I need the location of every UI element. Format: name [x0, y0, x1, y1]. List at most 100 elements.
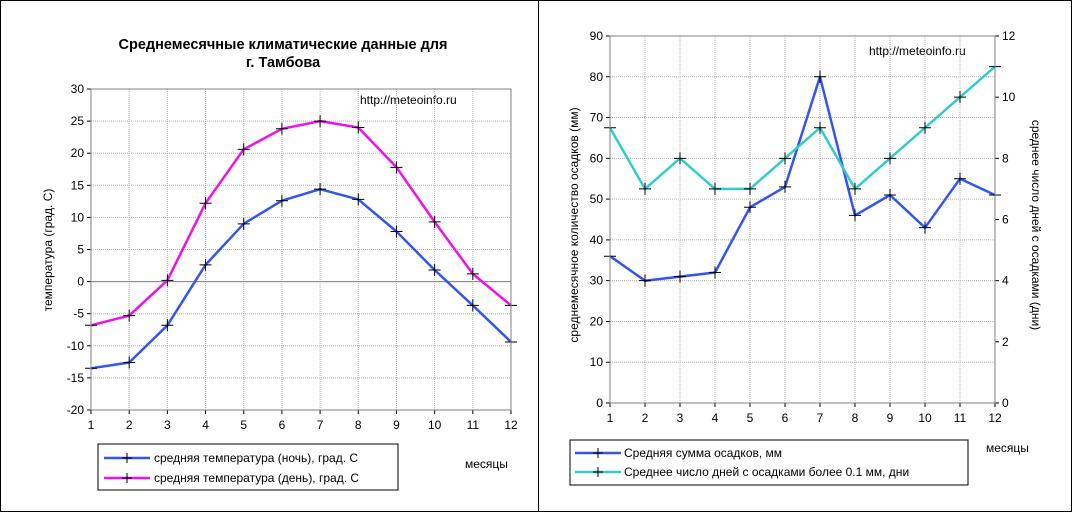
- chart2-series-0-point-10: [954, 172, 966, 185]
- chart1-xtick-label-8: 9: [393, 418, 400, 432]
- chart1-legend: средняя температура (ночь), град. С сред…: [97, 443, 399, 491]
- chart1-ytick-label-5: 5: [77, 243, 84, 257]
- chart1-ylabel: температура (град. C): [41, 189, 55, 312]
- chart1-xtick-label-6: 7: [317, 418, 324, 432]
- chart2-series-0-point-1: [639, 274, 651, 287]
- chart1-xtick-label-9: 10: [428, 418, 442, 432]
- chart1-series-0-point-2: [161, 319, 174, 332]
- chart1-xtick-label-1: 2: [126, 418, 133, 432]
- chart2-series-1-point-5: [779, 152, 791, 165]
- chart2-plot-frame: [609, 35, 996, 404]
- chart2-y2label: среднее число дней с осадками (дни): [1029, 120, 1043, 330]
- chart1-series-1-point-1: [123, 309, 136, 322]
- chart2-ytick-label-0: 0: [596, 396, 603, 410]
- chart2-y2tick-label-2: 4: [1002, 274, 1009, 288]
- chart1-xtick-label-4: 5: [240, 418, 247, 432]
- chart2-ytick-label-3: 30: [590, 274, 604, 288]
- chart2-series-1-line: [608, 65, 996, 191]
- chart2-series-0-point-3: [709, 266, 721, 279]
- chart1-series-0-line: [90, 187, 512, 370]
- chart1-series-0-point-6: [314, 183, 327, 196]
- chart1-ytick-label-4: 0: [77, 275, 84, 289]
- chart2-xtick-label-8: 9: [887, 411, 894, 425]
- chart1-series-1-point-2: [161, 274, 174, 287]
- chart1-xlabel: месяцы: [465, 457, 508, 471]
- chart2-xtick-label-5: 6: [782, 411, 789, 425]
- chart2-series-0-point-5: [779, 180, 791, 193]
- chart1-xtick-label-11: 12: [504, 418, 518, 432]
- chart2-legend-label-precip: Средняя сумма осадков, мм: [624, 446, 782, 460]
- chart2-legend-box: [569, 439, 969, 486]
- chart2-series-1-point-2: [674, 152, 686, 165]
- chart2-series-1-point-9: [919, 121, 931, 134]
- chart2-ytick-label-5: 50: [590, 192, 604, 206]
- chart2-y2tick-label-0: 0: [1002, 396, 1009, 410]
- chart1-ytick-label-1: -15: [67, 371, 85, 385]
- chart2-xtick-label-2: 3: [677, 411, 684, 425]
- chart1-series-1-point-10: [466, 267, 479, 280]
- chart1-legend-marker-night: [122, 453, 132, 463]
- chart1-series-1-point-9: [428, 215, 441, 228]
- chart2-xtick-label-10: 11: [954, 411, 967, 425]
- chart2-legend-marker-precip: [593, 448, 603, 458]
- chart1-xtick-label-10: 11: [467, 418, 480, 432]
- chart1-xtick-label-3: 4: [202, 418, 209, 432]
- chart1-legend-label-day: средняя температура (день), град. С: [154, 471, 359, 485]
- chart2-xtick-label-6: 7: [817, 411, 824, 425]
- chart1-series-0-point-7: [352, 193, 365, 206]
- chart1-ytick-label-3: -5: [73, 307, 84, 321]
- chart2-legend-label-days: Среднее число дней с осадками более 0.1 …: [624, 465, 909, 479]
- chart2-ytick-label-4: 40: [590, 233, 604, 247]
- chart1-series-0-point-8: [390, 225, 403, 238]
- chart1-series-0-point-5: [275, 194, 288, 207]
- chart2-ytick-label-1: 10: [590, 355, 604, 369]
- chart2-series-0-line: [609, 75, 996, 282]
- chart2-ytick-label-9: 90: [590, 29, 604, 43]
- chart2-y2tick-label-4: 8: [1002, 151, 1009, 165]
- chart1-watermark: http://meteoinfo.ru: [360, 93, 457, 107]
- chart1-series-0-point-3: [199, 258, 212, 271]
- chart1-xtick-label-2: 3: [164, 418, 171, 432]
- chart2-xtick-label-11: 12: [988, 411, 1002, 425]
- chart2-series-0-point-2: [674, 270, 686, 283]
- chart1-ytick-label-7: 15: [71, 178, 85, 192]
- chart2-xtick-label-0: 1: [607, 411, 614, 425]
- chart1-series-1-point-5: [275, 122, 288, 135]
- chart1-xtick-label-0: 1: [88, 418, 95, 432]
- chart1-legend-label-night: средняя температура (ночь), град. С: [154, 451, 358, 465]
- chart1-ytick-label-2: -10: [67, 339, 85, 353]
- chart2-series-0-point-7: [849, 209, 861, 222]
- chart2-series-0-point-9: [919, 221, 931, 234]
- chart1-series-0-point-9: [428, 264, 441, 277]
- chart2-y2tick-label-1: 2: [1002, 335, 1009, 349]
- chart1-title-line2: г. Тамбова: [246, 55, 321, 71]
- chart2-xtick-label-1: 2: [642, 411, 649, 425]
- chart1-xtick-label-7: 8: [355, 418, 362, 432]
- chart2-y2tick-label-3: 6: [1002, 213, 1009, 227]
- chart1-series-1-point-8: [390, 161, 403, 174]
- chart2-ytick-label-8: 80: [590, 70, 604, 84]
- chart1-series-1-point-3: [199, 197, 212, 210]
- chart1-series-1-point-4: [237, 143, 250, 156]
- chart1-series-0-point-1: [123, 356, 136, 369]
- chart1-ytick-label-9: 25: [71, 114, 85, 128]
- chart2-series-1-point-3: [709, 182, 721, 195]
- chart2-xtick-label-9: 10: [918, 411, 932, 425]
- chart2-legend: Средняя сумма осадков, мм Среднее число …: [569, 439, 969, 486]
- chart2-series-0-point-6: [814, 70, 826, 83]
- chart2-y2tick-label-5: 10: [1002, 90, 1016, 104]
- chart2-xlabel: месяцы: [986, 441, 1029, 455]
- chart1-ytick-label-0: -20: [67, 403, 85, 417]
- chart2-series-1-point-7: [849, 182, 861, 195]
- chart1-series-0-point-10: [466, 299, 479, 312]
- chart1-xtick-label-5: 6: [279, 418, 286, 432]
- chart2-series-1-point-6: [814, 121, 826, 134]
- chart2-series-0-point-8: [884, 189, 896, 202]
- chart2-xtick-label-3: 4: [712, 411, 719, 425]
- chart1-plot-frame: [90, 88, 512, 411]
- chart2-ytick-label-6: 60: [590, 151, 604, 165]
